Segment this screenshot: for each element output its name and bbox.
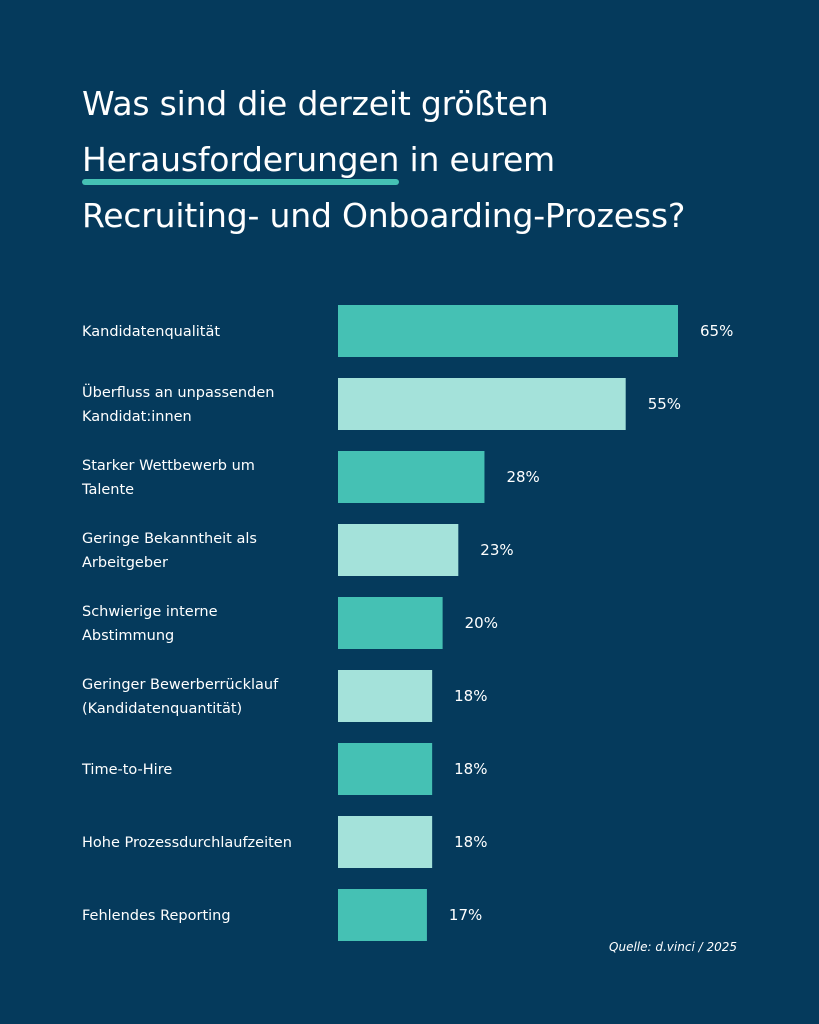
value-label-1: 65% [700,322,733,340]
source-note: Quelle: d.vinci / 2025 [609,940,737,954]
bar-4 [338,524,459,576]
chart-title: Was sind die derzeit größten Herausforde… [82,76,782,244]
bar-1 [338,305,678,357]
value-label-6: 18% [454,687,487,705]
bar-8 [338,816,433,868]
category-label-7: Time-to-Hire [81,762,172,778]
bar-6 [338,670,433,722]
value-label-4: 23% [480,541,513,559]
bar-3 [338,451,485,503]
category-label-1: Kandidatenqualität [82,324,220,340]
value-label-2: 55% [648,395,681,413]
title-line-2-rest: in eurem [399,140,556,179]
value-label-9: 17% [449,906,482,924]
bar-2 [338,378,626,430]
title-line-2: Herausforderungen in eurem [82,132,782,188]
bar-7 [338,743,433,795]
category-label-4: Geringe Bekanntheit als Arbeitgeber [82,531,257,571]
title-line-3: Recruiting- und Onboarding-Prozess? [82,196,686,235]
category-label-3: Starker Wettbewerb um Talente [81,458,255,498]
bar-9 [338,889,427,941]
category-label-9: Fehlendes Reporting [82,908,231,924]
title-line-1: Was sind die derzeit größten [82,84,549,123]
bar-5 [338,597,443,649]
category-label-5: Schwierige interne Abstimmung [82,604,218,644]
value-label-8: 18% [454,833,487,851]
value-label-3: 28% [506,468,539,486]
title-highlight: Herausforderungen [82,132,400,188]
value-label-7: 18% [454,760,487,778]
category-label-8: Hohe Prozessdurchlaufzeiten [82,835,292,851]
value-label-5: 20% [465,614,498,632]
category-label-2: Überfluss an unpassenden Kandidat:innen [82,383,274,425]
category-label-6: Geringer Bewerberrücklauf (Kandidatenquan… [82,677,279,717]
